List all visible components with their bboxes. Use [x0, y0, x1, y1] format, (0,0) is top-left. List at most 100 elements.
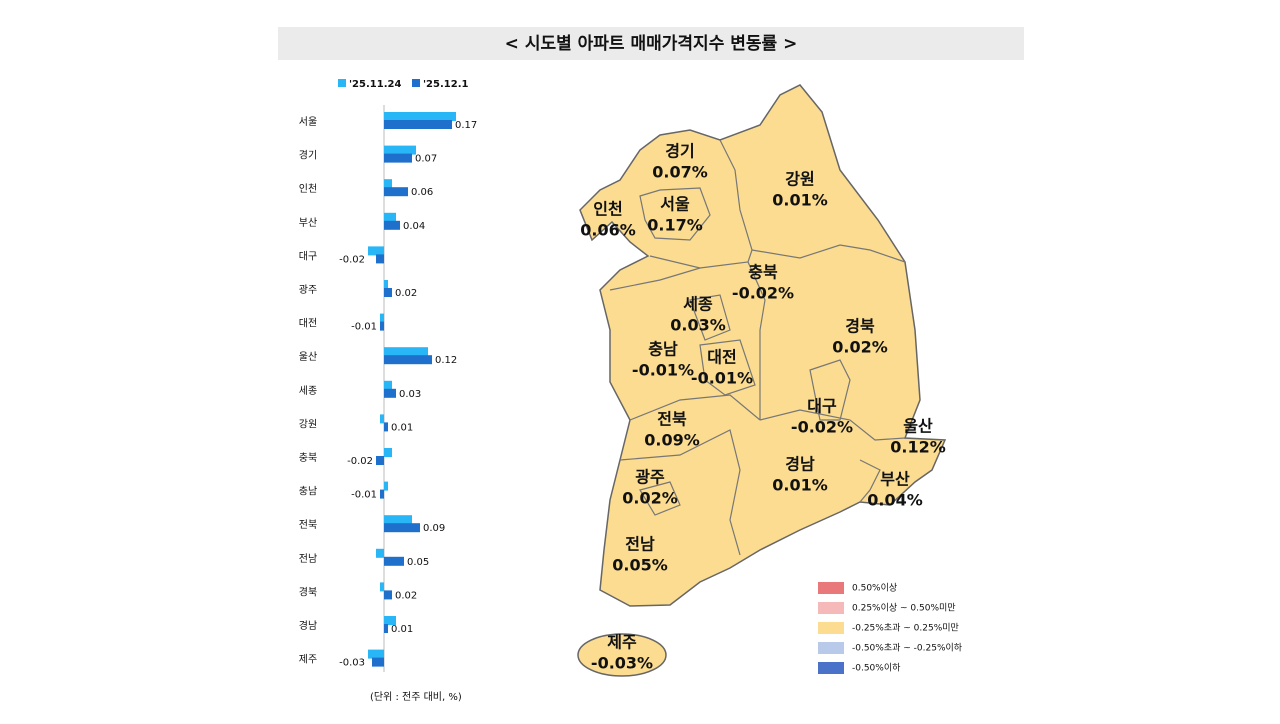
value-label: 0.05 — [407, 557, 429, 568]
category-label: 대전 — [299, 318, 317, 330]
region-name: 충남 — [648, 340, 678, 359]
region-name: 인천 — [593, 200, 622, 219]
chart-title: < 시도별 아파트 매매가격지수 변동률 > — [505, 34, 798, 54]
category-label: 세종 — [299, 385, 317, 397]
bar — [380, 313, 384, 323]
region-value: -0.03% — [591, 654, 653, 673]
bar — [384, 624, 388, 633]
category-label: 광주 — [299, 284, 317, 296]
value-label: 0.17 — [455, 120, 477, 131]
title-banner — [278, 27, 1024, 60]
bar — [384, 380, 392, 390]
category-label: 제주 — [299, 654, 317, 666]
region-value: 0.12% — [890, 438, 946, 457]
value-label: -0.01 — [351, 322, 377, 333]
region-name: 제주 — [607, 633, 637, 652]
bar — [376, 254, 384, 264]
region-value: -0.01% — [632, 361, 694, 380]
legend-swatch — [818, 602, 844, 614]
category-label: 서울 — [299, 116, 317, 128]
bar — [380, 321, 384, 331]
value-label: 0.12 — [435, 355, 457, 366]
unit-note: (단위 : 전주 대비, %) — [370, 690, 462, 703]
bar — [368, 246, 384, 256]
region-name: 대구 — [807, 397, 837, 416]
bar — [384, 179, 392, 189]
legend-label: -0.50%이하 — [852, 663, 901, 674]
borders — [609, 139, 906, 556]
bar — [384, 590, 392, 600]
bar — [380, 489, 384, 499]
region-name: 전북 — [657, 410, 687, 429]
region-name: 충북 — [748, 263, 778, 282]
region-value: 0.02% — [832, 338, 888, 357]
region-name: 경남 — [785, 455, 815, 474]
bar — [384, 556, 404, 566]
bar — [380, 414, 384, 424]
region-value: 0.06% — [580, 221, 636, 240]
bar — [384, 280, 388, 289]
region-value: 0.03% — [670, 316, 726, 335]
value-label: 0.01 — [391, 624, 413, 635]
region-value: 0.01% — [772, 476, 828, 495]
bar — [384, 212, 396, 222]
legend-label: 0.50%이상 — [852, 583, 897, 594]
legend-label: -0.50%초과 ~ -0.25%이하 — [852, 643, 963, 654]
region-value: 0.01% — [772, 191, 828, 210]
bar — [384, 481, 388, 491]
region-name: 광주 — [635, 468, 665, 487]
bar — [376, 548, 384, 558]
bar — [384, 145, 416, 155]
legend-label: 0.25%이상 ~ 0.50%미만 — [852, 603, 956, 614]
map: 서울 0.17% 경기 0.07% 인천 0.06% 부산 0.04% 대구 -0.02% 광주 0.… — [577, 84, 947, 677]
value-label: -0.01 — [351, 490, 377, 501]
region-name: 울산 — [903, 417, 933, 436]
region-value: -0.02% — [791, 418, 853, 437]
region-name: 서울 — [660, 195, 690, 214]
land — [579, 84, 947, 607]
region-name: 세종 — [683, 295, 713, 314]
legend-swatch — [412, 79, 420, 87]
region-value: 0.17% — [647, 216, 703, 235]
bar — [384, 388, 396, 398]
legend-swatch — [338, 79, 346, 87]
category-label: 경북 — [299, 585, 317, 598]
category-label: 충남 — [299, 486, 317, 498]
region-name: 부산 — [880, 470, 910, 489]
value-label: 0.02 — [395, 288, 417, 299]
bar — [384, 187, 408, 197]
category-label: 경남 — [299, 619, 317, 632]
bar — [372, 657, 384, 667]
legend-swatch — [818, 662, 844, 674]
region-value: -0.02% — [732, 284, 794, 303]
bar — [384, 616, 396, 625]
bar — [384, 112, 456, 121]
bar — [384, 355, 432, 365]
value-label: -0.03 — [339, 658, 365, 669]
bar — [384, 288, 392, 297]
region-value: 0.05% — [612, 556, 668, 575]
legend-label: '25.12.1 — [423, 79, 468, 90]
jeju-island — [577, 633, 667, 677]
legend-label: '25.11.24 — [349, 79, 401, 90]
legend-swatch — [818, 582, 844, 594]
region-name: 강원 — [785, 170, 814, 189]
value-label: 0.06 — [411, 187, 433, 198]
region-name: 대전 — [707, 348, 736, 367]
region-value: 0.04% — [867, 491, 923, 510]
region-value: 0.09% — [644, 431, 700, 450]
bar — [380, 582, 384, 592]
bar — [368, 649, 384, 659]
bar — [384, 448, 392, 457]
category-label: 울산 — [299, 351, 317, 363]
category-label: 경기 — [299, 149, 317, 162]
bar — [384, 515, 412, 525]
category-label: 대구 — [299, 250, 317, 262]
value-label: 0.03 — [399, 389, 421, 400]
bar — [384, 120, 452, 129]
value-label: 0.04 — [403, 221, 425, 232]
category-label: 강원 — [299, 418, 317, 430]
value-label: 0.09 — [423, 523, 445, 534]
category-label: 부산 — [299, 217, 317, 229]
